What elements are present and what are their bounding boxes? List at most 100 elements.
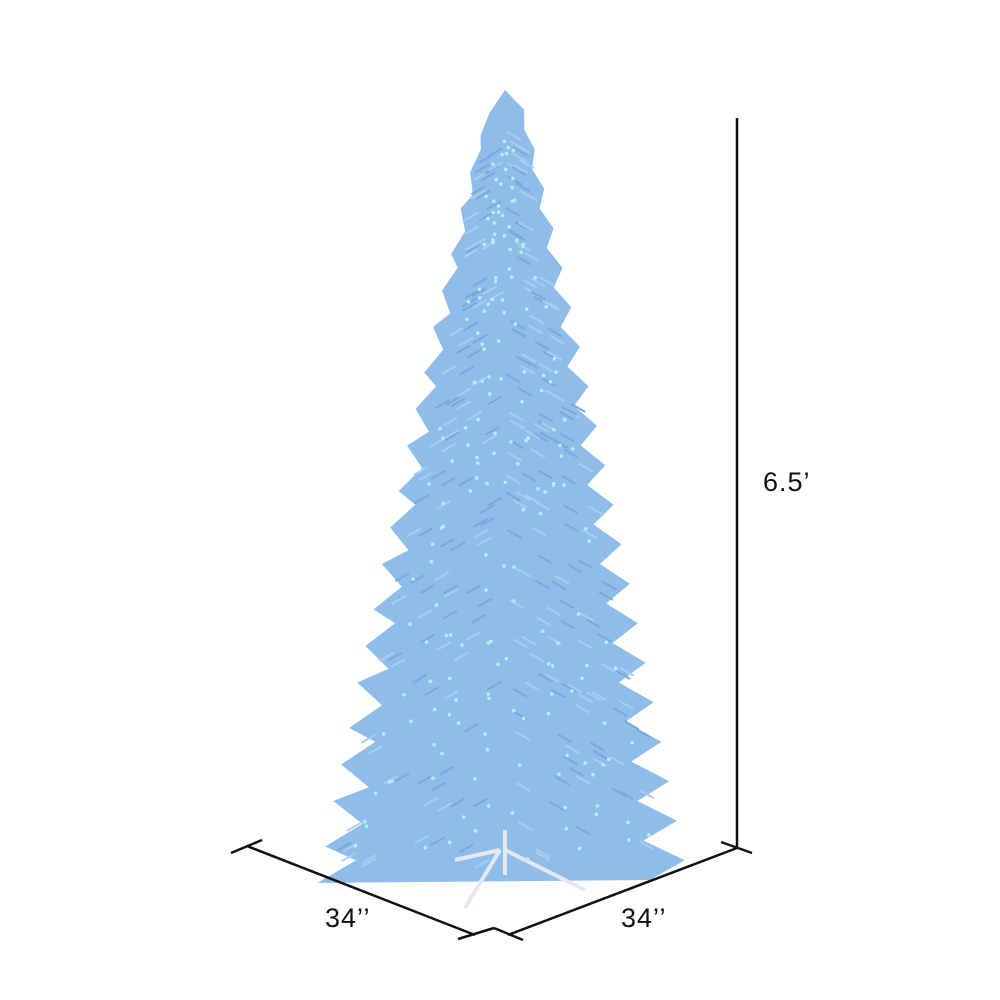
tree-light [603,721,607,725]
tree-light [480,379,484,383]
tree-light [526,857,530,861]
tree-light [501,298,505,302]
tree-light [500,153,504,157]
tree-light [516,462,520,466]
tree-light [482,347,486,351]
tree-light [578,847,582,851]
tree-light [491,211,495,215]
tree-light [553,357,557,361]
tree-light [474,829,478,833]
tree-light [580,676,584,680]
tree-light [512,599,516,603]
tree-light [550,692,554,696]
tree-light [427,482,431,486]
tree-light [388,780,392,784]
tree-light [552,428,556,432]
tree-light [647,833,651,837]
tree-light [594,812,598,816]
tree-light [495,178,499,182]
tree-light [465,318,469,322]
tree-light [485,482,489,486]
tree-light [411,577,415,581]
tree-light [512,149,516,153]
tree-light [501,214,505,218]
tree-light [467,300,471,304]
tree-light [488,392,492,396]
tree-light [494,280,498,284]
tree-light [564,827,568,831]
tree-light [512,709,516,713]
tree-light [487,697,491,701]
tree-light [508,267,512,271]
tree-light [542,374,546,378]
product-figure [0,0,1000,1000]
tree-light [601,763,605,767]
tree-light [491,298,495,302]
tree-light [409,719,413,723]
height-label: 6.5’ [763,467,811,498]
depth-label: 34’’ [621,903,667,934]
tree-light [365,825,369,829]
tree-light [540,389,544,393]
tree-light [440,752,444,756]
tree-light [460,643,464,647]
tree-light [554,370,558,374]
tree-light [630,741,634,745]
tree-light [492,452,496,456]
tree-light [533,276,537,280]
tree-light [475,456,479,460]
tree-light [505,152,509,156]
tree-light [557,772,561,776]
tree-light [476,461,480,465]
tree-light [438,427,442,431]
tree-light [511,811,515,815]
tree-light [491,162,495,166]
tree-light [473,777,477,781]
tree-light [563,418,567,422]
tree-light [584,527,588,531]
tree-light [476,418,480,422]
tree-light [515,239,519,243]
tree-light [499,377,503,381]
tree-light [507,225,511,229]
tree-light [441,502,445,506]
tree-light [544,305,548,309]
tree-light [354,844,358,848]
tree-light [585,664,589,668]
tree-light [483,732,487,736]
tree-light [493,221,497,225]
tree-light [402,693,406,697]
tree-light [502,311,506,315]
tree-light [497,204,501,208]
tree-light [506,146,510,150]
tree-light [478,287,482,291]
tree-light [487,641,491,645]
tree-light [497,339,501,343]
tree-light [520,400,524,404]
tree-light [457,721,461,725]
tree-light [577,612,581,616]
tree-light [382,732,386,736]
tree-light [558,444,562,448]
tree-light [525,308,529,312]
tree-light [522,508,526,512]
width-label: 34’’ [325,903,371,934]
tree-light [486,217,490,221]
tree-light [547,662,551,666]
tree-light [541,629,545,633]
tree-image [317,90,684,908]
tree-light [425,640,429,644]
tree-light [464,426,468,430]
tree-light [499,182,503,186]
tree-light [522,717,526,721]
tree-light [510,186,514,190]
tree-light [473,381,477,385]
tree-light [523,370,527,374]
tree-light [493,232,497,236]
tree-light [497,210,501,214]
tree-light [484,553,488,557]
tree-light [440,526,444,530]
tree-light [449,633,453,637]
tree-light [431,543,435,547]
tree-light [518,763,522,767]
